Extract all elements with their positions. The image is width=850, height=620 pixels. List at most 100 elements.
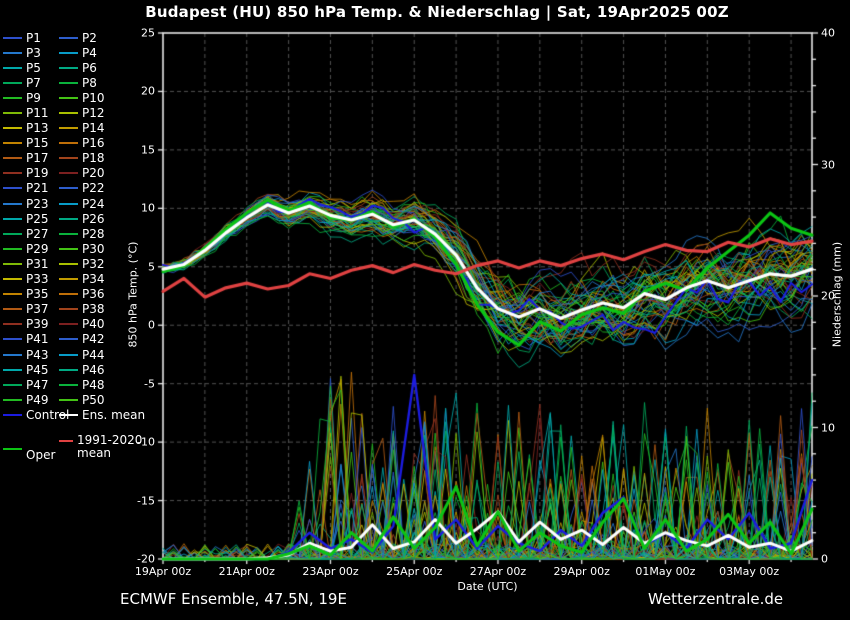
legend-row: P43 P44 <box>3 347 159 362</box>
legend-row: P37 P38 <box>3 302 159 317</box>
legend-item-member: P24 <box>59 197 105 211</box>
member-line-swatch <box>3 398 22 401</box>
y-left-tick-label: 5 <box>148 260 155 274</box>
y-left-tick-label: 25 <box>141 26 155 40</box>
x-tick-label: 29Apr 00z <box>553 565 610 578</box>
member-line-swatch <box>59 383 78 386</box>
legend-item-member: P3 <box>3 46 59 60</box>
y-right-tick-label: 10 <box>821 421 835 434</box>
member-label: P32 <box>82 256 105 271</box>
legend-item-member: P18 <box>59 151 105 165</box>
footer-site-name: Wetterzentrale.de <box>648 590 784 608</box>
member-label: P2 <box>82 30 97 45</box>
member-label: P24 <box>82 196 105 211</box>
member-label: P13 <box>26 121 49 136</box>
legend-row: P29 P30 <box>3 241 159 256</box>
member-line-swatch <box>3 172 22 175</box>
member-line-swatch <box>3 278 22 281</box>
member-label: P42 <box>82 332 105 347</box>
member-line-swatch <box>59 202 78 205</box>
member-line-swatch <box>59 187 78 190</box>
member-line-swatch <box>59 157 78 160</box>
legend-item-member: P30 <box>59 242 105 256</box>
legend-item-member: P42 <box>59 332 105 346</box>
member-label: P33 <box>26 272 49 287</box>
member-label: P8 <box>82 75 97 90</box>
member-line-swatch <box>59 81 78 84</box>
member-label: P18 <box>82 151 105 166</box>
legend-item-member: P43 <box>3 348 59 362</box>
x-tick-label: 25Apr 00z <box>386 565 443 578</box>
x-tick-label: 21Apr 00z <box>218 565 275 578</box>
x-tick-label: 19Apr 00z <box>134 565 192 578</box>
member-line-swatch <box>3 157 22 160</box>
legend-item-member: P20 <box>59 166 105 180</box>
legend-row: P25 P26 <box>3 211 159 226</box>
legend-item-member: P5 <box>3 61 59 75</box>
climate-mean-line-swatch <box>59 440 73 443</box>
legend-item-member: P41 <box>3 332 59 346</box>
legend-row: P27 P28 <box>3 226 159 241</box>
ens-mean-line-swatch <box>59 413 78 416</box>
member-label: P29 <box>26 241 49 256</box>
member-label: P20 <box>82 166 105 181</box>
member-line-swatch <box>59 308 78 311</box>
legend-item-member: P9 <box>3 91 59 105</box>
member-label: P34 <box>82 272 105 287</box>
member-line-swatch <box>3 81 22 84</box>
member-line-swatch <box>3 36 22 39</box>
member-label: P48 <box>82 377 105 392</box>
member-line-swatch <box>3 247 22 250</box>
legend-item-control: Control <box>3 408 69 422</box>
member-line-swatch <box>59 338 78 341</box>
legend-row: P23 P24 <box>3 196 159 211</box>
member-label: P41 <box>26 332 49 347</box>
legend-row: P35 P36 <box>3 287 159 302</box>
y-left-tick-label: -5 <box>144 377 155 391</box>
x-tick-label: 27Apr 00z <box>469 565 527 578</box>
member-label: P45 <box>26 362 49 377</box>
member-label: P50 <box>82 392 105 407</box>
member-label: P12 <box>82 106 105 121</box>
legend-item-member: P32 <box>59 257 105 271</box>
member-label: P37 <box>26 302 49 317</box>
control-label: Control <box>26 407 70 422</box>
oper-line-swatch <box>3 448 22 451</box>
legend-row: P39 P40 <box>3 317 159 332</box>
legend-row: P41 P42 <box>3 332 159 347</box>
legend-row: P11 P12 <box>3 105 159 120</box>
legend-item-member: P36 <box>59 287 105 301</box>
member-label: P16 <box>82 136 105 151</box>
x-tick-label: 23Apr 00z <box>302 565 359 578</box>
member-label: P21 <box>26 181 49 196</box>
member-label: P14 <box>82 121 105 136</box>
member-line-swatch <box>3 187 22 190</box>
member-label: P26 <box>82 211 105 226</box>
legend-row: P21 P22 <box>3 181 159 196</box>
member-label: P19 <box>26 166 49 181</box>
legend-item-climate-mean: 1991-2020 mean <box>59 434 142 462</box>
legend-item-member: P46 <box>59 363 105 377</box>
legend-item-member: P21 <box>3 181 59 195</box>
legend-item-member: P22 <box>59 181 105 195</box>
legend-row: P33 P34 <box>3 272 159 287</box>
member-label: P31 <box>26 256 49 271</box>
legend-item-member: P28 <box>59 227 105 241</box>
member-line-swatch <box>3 51 22 54</box>
member-label: P40 <box>82 317 105 332</box>
legend-row: P13 P14 <box>3 121 159 136</box>
member-label: P27 <box>26 226 49 241</box>
legend-member-rows: P1 P2 P3 P4 P5 P6 P7 P8 P9 P10 P11 P12 P13 P14 P15 P16 P… <box>3 30 159 407</box>
legend-item-member: P35 <box>3 287 59 301</box>
member-line-swatch <box>59 293 78 296</box>
member-line-swatch <box>59 323 78 326</box>
member-label: P9 <box>26 90 41 105</box>
member-label: P30 <box>82 241 105 256</box>
legend-item-member: P4 <box>59 46 97 60</box>
member-label: P35 <box>26 287 49 302</box>
x-axis-title: Date (UTC) <box>457 580 518 593</box>
y-axis-title-left: 850 hPa Temp. (°C) <box>126 241 140 348</box>
legend-row: P1 P2 <box>3 30 159 45</box>
